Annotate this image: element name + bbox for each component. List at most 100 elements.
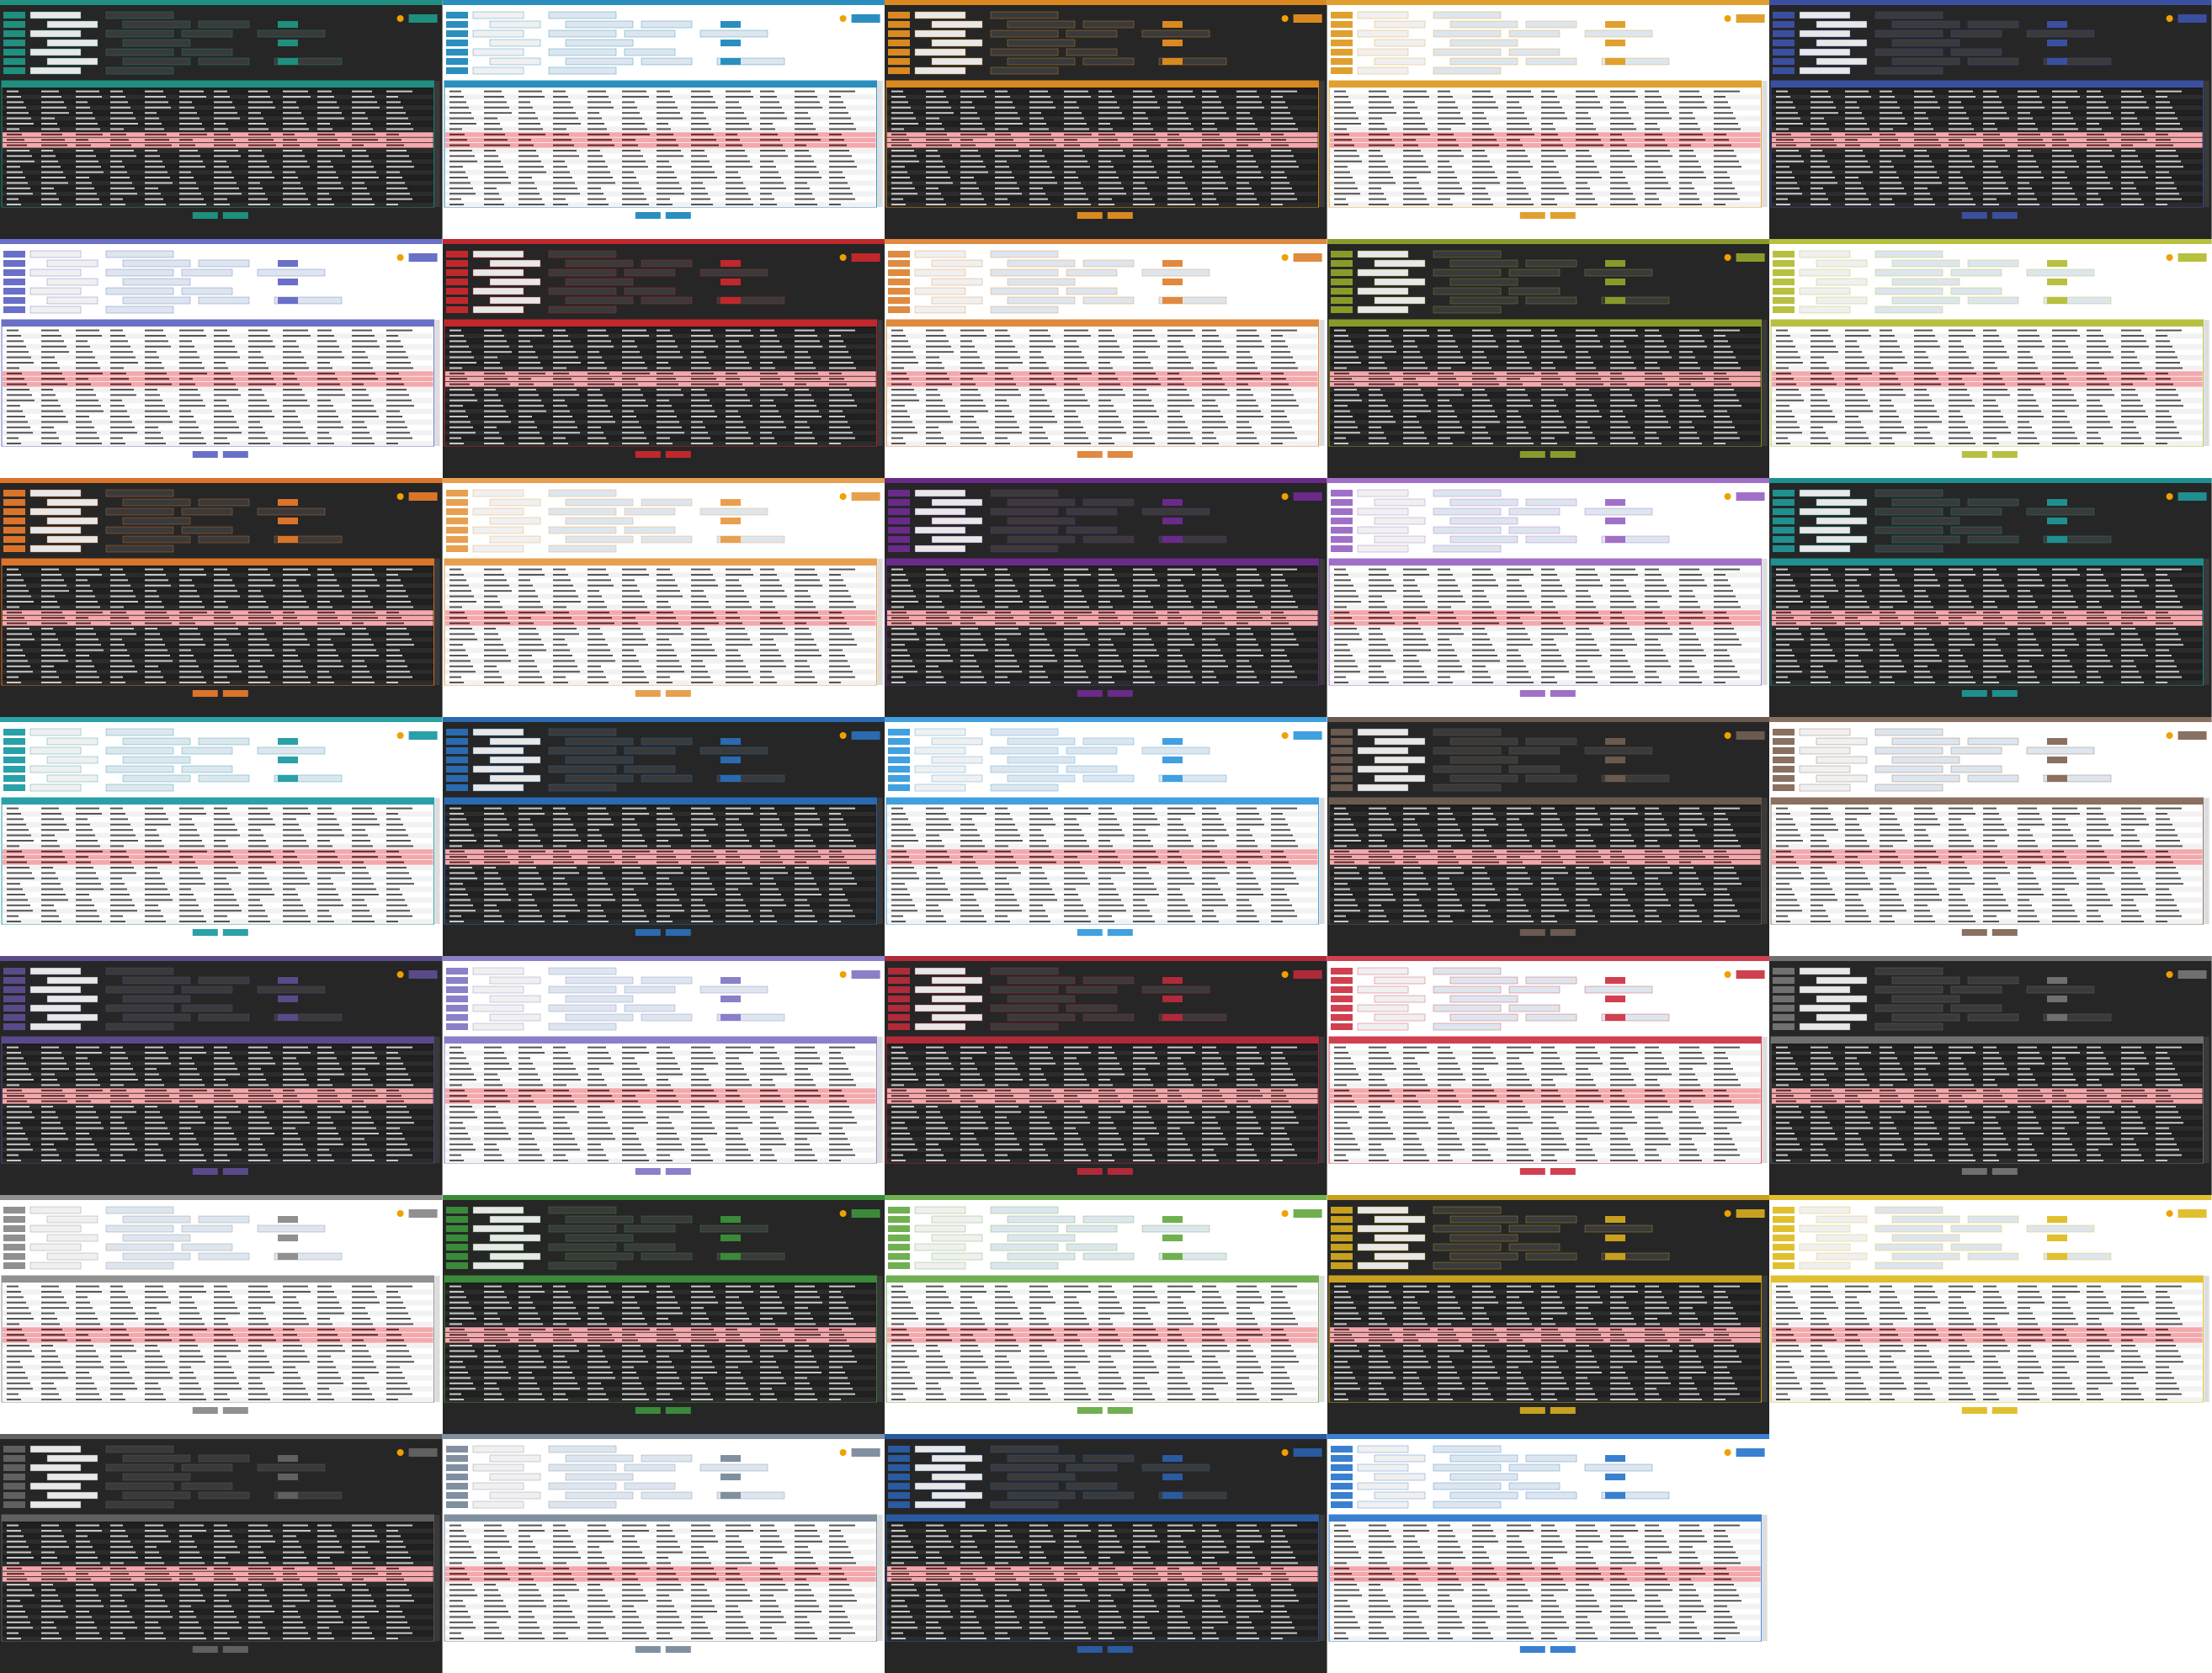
form-field[interactable] — [1433, 544, 1501, 553]
form-field[interactable] — [548, 29, 616, 38]
form-field[interactable] — [931, 259, 983, 268]
form-field[interactable] — [105, 305, 174, 314]
form-button[interactable] — [720, 58, 741, 65]
action-button[interactable] — [635, 212, 661, 219]
action-button[interactable] — [192, 451, 218, 458]
form-field[interactable] — [1968, 296, 2019, 305]
form-field[interactable] — [105, 11, 174, 19]
form-field[interactable] — [1875, 11, 1943, 19]
form-field[interactable] — [489, 498, 540, 507]
form-field[interactable] — [46, 756, 98, 764]
form-field[interactable] — [990, 489, 1059, 497]
action-button[interactable] — [1992, 212, 2018, 219]
action-button[interactable] — [1962, 451, 1988, 458]
form-field[interactable] — [472, 489, 524, 497]
form-button[interactable] — [720, 499, 741, 506]
form-field[interactable] — [1892, 259, 1960, 268]
form-field[interactable] — [1800, 526, 1851, 534]
form-field[interactable] — [548, 544, 616, 553]
form-field[interactable] — [274, 535, 343, 544]
form-field[interactable] — [46, 20, 98, 29]
form-field[interactable] — [29, 11, 82, 19]
top-button[interactable] — [851, 253, 880, 262]
action-button[interactable] — [665, 451, 691, 458]
form-field[interactable] — [29, 526, 82, 534]
form-field[interactable] — [1800, 268, 1851, 277]
form-field[interactable] — [548, 66, 616, 75]
form-field[interactable] — [990, 544, 1059, 553]
form-button[interactable] — [720, 297, 741, 304]
form-field[interactable] — [990, 29, 1059, 38]
action-button[interactable] — [1077, 212, 1103, 219]
top-button[interactable] — [408, 731, 438, 740]
form-field[interactable] — [1158, 296, 1227, 305]
form-button[interactable] — [1604, 260, 1625, 267]
form-field[interactable] — [548, 507, 616, 516]
form-field[interactable] — [1800, 287, 1851, 295]
form-field[interactable] — [257, 29, 326, 38]
form-field[interactable] — [1892, 535, 1960, 544]
form-field[interactable] — [1007, 278, 1076, 286]
form-field[interactable] — [105, 765, 174, 773]
form-field[interactable] — [624, 287, 675, 295]
action-button[interactable] — [1077, 690, 1103, 697]
form-field[interactable] — [1082, 498, 1135, 507]
form-field[interactable] — [489, 259, 540, 268]
form-field[interactable] — [1141, 268, 1210, 277]
form-field[interactable] — [1082, 20, 1135, 29]
form-field[interactable] — [105, 48, 174, 56]
form-field[interactable] — [257, 507, 326, 516]
form-field[interactable] — [122, 774, 191, 783]
form-field[interactable] — [1357, 489, 1408, 497]
form-field[interactable] — [472, 287, 524, 295]
form-button[interactable] — [278, 536, 298, 543]
action-button[interactable] — [665, 690, 691, 697]
form-field[interactable] — [1082, 535, 1135, 544]
form-field[interactable] — [1584, 268, 1652, 277]
form-field[interactable] — [1433, 526, 1501, 534]
form-field[interactable] — [1525, 535, 1577, 544]
form-field[interactable] — [105, 489, 174, 497]
top-button[interactable] — [1293, 253, 1322, 262]
form-field[interactable] — [105, 746, 174, 755]
form-field[interactable] — [46, 774, 98, 783]
form-button[interactable] — [1162, 40, 1183, 46]
form-field[interactable] — [914, 66, 966, 75]
form-field[interactable] — [198, 774, 250, 783]
form-field[interactable] — [931, 57, 983, 66]
form-field[interactable] — [489, 535, 540, 544]
action-button[interactable] — [665, 212, 691, 219]
form-field[interactable] — [1433, 268, 1501, 277]
form-field[interactable] — [181, 268, 233, 277]
form-field[interactable] — [122, 278, 191, 286]
form-button[interactable] — [278, 21, 298, 28]
form-button[interactable] — [1604, 21, 1625, 28]
form-field[interactable] — [274, 774, 343, 783]
form-field[interactable] — [914, 11, 966, 19]
form-field[interactable] — [2044, 57, 2112, 66]
form-field[interactable] — [1449, 259, 1518, 268]
form-field[interactable] — [548, 250, 616, 258]
top-button[interactable] — [2177, 14, 2207, 23]
form-field[interactable] — [1892, 498, 1960, 507]
form-field[interactable] — [914, 268, 966, 277]
form-button[interactable] — [720, 518, 741, 524]
form-field[interactable] — [1082, 296, 1135, 305]
form-field[interactable] — [641, 296, 692, 305]
form-field[interactable] — [1816, 535, 1868, 544]
form-field[interactable] — [472, 507, 524, 516]
form-field[interactable] — [1449, 535, 1518, 544]
action-button[interactable] — [1550, 212, 1576, 219]
form-field[interactable] — [181, 507, 233, 516]
form-field[interactable] — [931, 535, 983, 544]
form-field[interactable] — [29, 48, 82, 56]
form-button[interactable] — [278, 260, 298, 267]
form-field[interactable] — [990, 507, 1059, 516]
form-field[interactable] — [1066, 268, 1118, 277]
form-field[interactable] — [548, 48, 616, 56]
form-field[interactable] — [641, 535, 692, 544]
form-field[interactable] — [1357, 287, 1408, 295]
action-button[interactable] — [1992, 451, 2018, 458]
top-button[interactable] — [408, 253, 438, 262]
form-field[interactable] — [1141, 29, 1210, 38]
